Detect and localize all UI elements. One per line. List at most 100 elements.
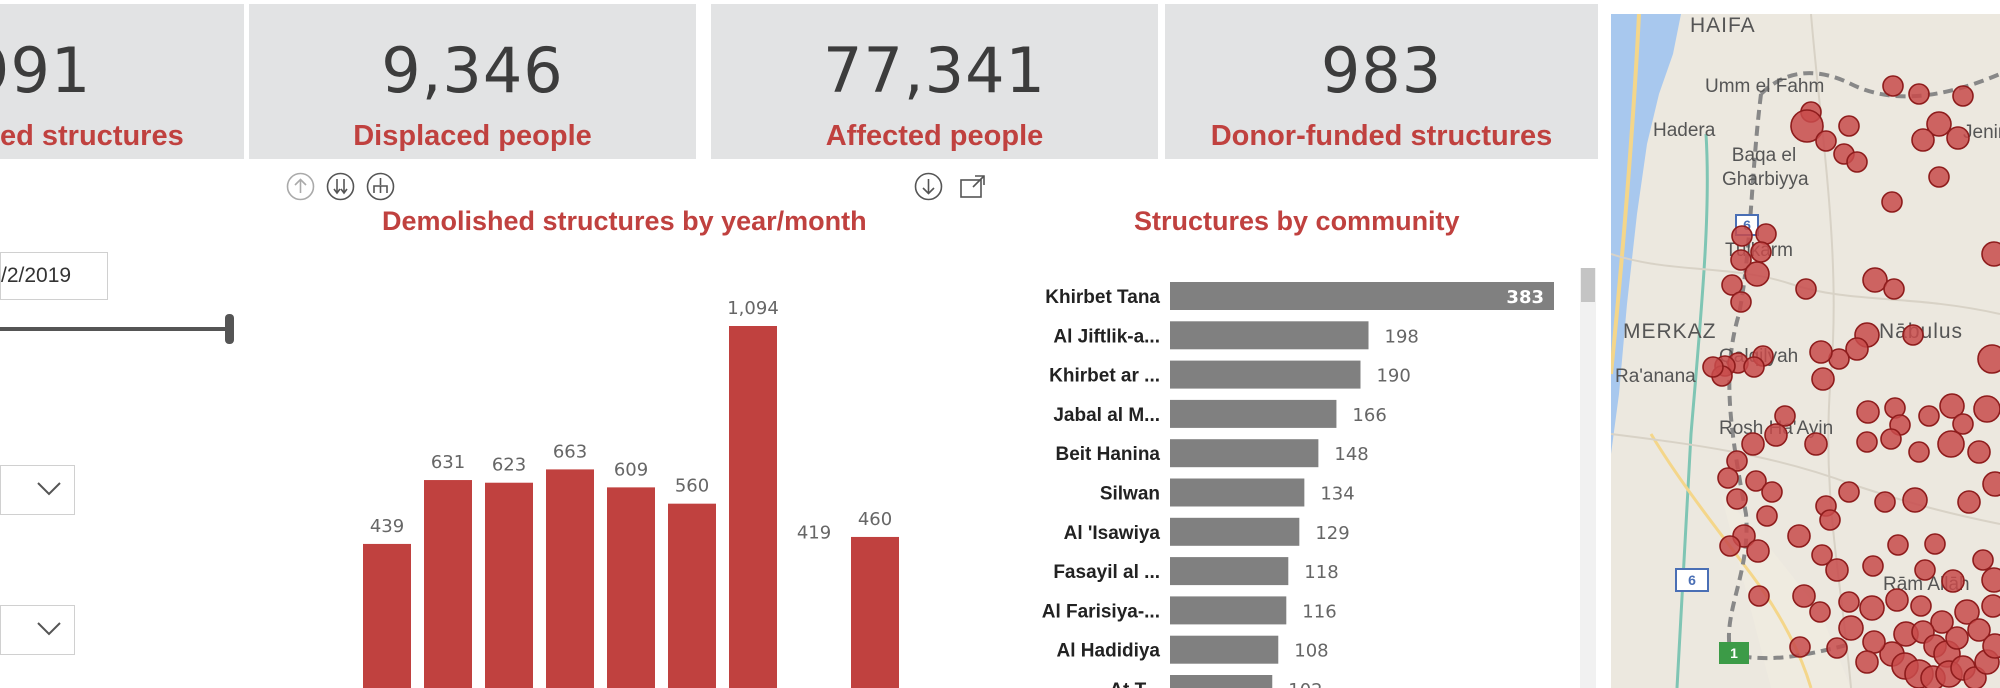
map-marker[interactable] xyxy=(1702,356,1724,378)
map-marker[interactable] xyxy=(1825,558,1849,582)
column-bar[interactable] xyxy=(363,543,411,688)
map-marker[interactable] xyxy=(1954,599,1980,625)
map-marker[interactable] xyxy=(1887,534,1909,556)
map-marker[interactable] xyxy=(1826,637,1848,659)
map-marker[interactable] xyxy=(1967,618,1991,642)
map-marker[interactable] xyxy=(1721,274,1743,296)
column-bar[interactable] xyxy=(851,536,899,688)
community-bar[interactable] xyxy=(1170,282,1554,310)
map-marker[interactable] xyxy=(1745,470,1767,492)
community-bar[interactable] xyxy=(1170,635,1279,664)
kpi-card-displaced-people[interactable]: 9,346 Displaced people xyxy=(249,4,696,159)
map-marker[interactable] xyxy=(1862,555,1884,577)
map-marker[interactable] xyxy=(1789,636,1811,658)
date-slider-handle[interactable] xyxy=(225,314,234,344)
column-bar[interactable] xyxy=(485,482,533,688)
map-marker[interactable] xyxy=(1838,481,1860,503)
community-bar[interactable] xyxy=(1170,557,1289,586)
map-marker[interactable] xyxy=(1967,440,1991,464)
map-marker[interactable] xyxy=(1838,115,1860,137)
kpi-card-demolished-structures[interactable]: 991 ed structures xyxy=(0,4,244,159)
expand-all-down-icon[interactable] xyxy=(326,172,355,201)
map-marker[interactable] xyxy=(1880,428,1902,450)
demolished-by-month-chart[interactable]: 439 631 623 663 609 560 1,094 419 460 xyxy=(270,260,950,688)
map-marker[interactable] xyxy=(1981,567,2000,593)
drill-hierarchy-icon[interactable] xyxy=(366,172,395,201)
slicer-dropdown-1[interactable] xyxy=(0,465,75,515)
map-marker[interactable] xyxy=(1926,111,1952,137)
map-marker[interactable] xyxy=(1939,393,1965,419)
map-marker[interactable] xyxy=(1809,601,1831,623)
map-marker[interactable] xyxy=(1883,278,1905,300)
column-bar[interactable] xyxy=(790,550,838,688)
map-marker[interactable] xyxy=(1855,650,1879,674)
map-marker[interactable] xyxy=(1804,432,1828,456)
map-marker[interactable] xyxy=(1809,340,1833,364)
column-bar[interactable] xyxy=(729,326,777,688)
community-bar[interactable] xyxy=(1170,675,1273,688)
map-marker[interactable] xyxy=(1719,535,1741,557)
map-marker[interactable] xyxy=(1811,544,1833,566)
map-marker[interactable] xyxy=(1952,85,1974,107)
drill-up-icon[interactable] xyxy=(286,172,315,201)
map-marker[interactable] xyxy=(1750,241,1772,263)
community-bar[interactable] xyxy=(1170,517,1300,546)
community-bar[interactable] xyxy=(1170,360,1361,389)
map-view[interactable]: 6 6 1 HAIFA Umm el Fahm Hadera Baqa el G… xyxy=(1611,14,2000,688)
map-marker[interactable] xyxy=(1746,539,1770,563)
map-marker[interactable] xyxy=(1755,223,1777,245)
map-marker[interactable] xyxy=(1902,487,1928,513)
map-marker[interactable] xyxy=(1790,109,1824,143)
map-marker[interactable] xyxy=(1838,591,1860,613)
map-marker[interactable] xyxy=(1981,594,2000,618)
map-marker[interactable] xyxy=(1845,337,1869,361)
map-marker[interactable] xyxy=(1902,324,1924,346)
drill-down-icon[interactable] xyxy=(914,172,943,201)
community-bar[interactable] xyxy=(1170,439,1319,468)
map-marker[interactable] xyxy=(1973,395,2000,423)
map-marker[interactable] xyxy=(1941,569,1965,593)
map-marker[interactable] xyxy=(1743,356,1765,378)
map-marker[interactable] xyxy=(1764,423,1788,447)
slicer-dropdown-2[interactable] xyxy=(0,605,75,655)
map-marker[interactable] xyxy=(1744,261,1770,287)
map-marker[interactable] xyxy=(1930,610,1954,634)
map-marker[interactable] xyxy=(1862,267,1888,293)
bar-chart-scroll-thumb[interactable] xyxy=(1581,268,1595,302)
map-marker[interactable] xyxy=(1885,588,1909,612)
map-marker[interactable] xyxy=(1846,151,1868,173)
map-marker[interactable] xyxy=(1982,471,2000,497)
column-bar[interactable] xyxy=(546,469,594,688)
map-marker[interactable] xyxy=(1838,615,1864,641)
map-marker[interactable] xyxy=(1918,405,1940,427)
map-marker[interactable] xyxy=(1730,249,1752,271)
map-marker[interactable] xyxy=(1726,450,1748,472)
map-marker[interactable] xyxy=(1881,191,1903,213)
map-marker[interactable] xyxy=(1787,524,1811,548)
map-marker[interactable] xyxy=(1795,278,1817,300)
map-marker[interactable] xyxy=(1928,166,1950,188)
map-marker[interactable] xyxy=(1731,225,1753,247)
map-marker[interactable] xyxy=(1957,490,1981,514)
map-marker[interactable] xyxy=(1911,128,1935,152)
map-marker[interactable] xyxy=(1756,505,1778,527)
column-bar[interactable] xyxy=(668,503,716,688)
map-marker[interactable] xyxy=(1908,83,1930,105)
map-marker[interactable] xyxy=(1945,626,1969,650)
map-marker[interactable] xyxy=(1819,509,1841,531)
kpi-card-donor-funded-structures[interactable]: 983 Donor-funded structures xyxy=(1165,4,1598,159)
map-marker[interactable] xyxy=(1856,400,1880,424)
map-marker[interactable] xyxy=(1726,488,1748,510)
map-marker[interactable] xyxy=(1792,584,1816,608)
map-marker[interactable] xyxy=(1910,595,1932,617)
map-marker[interactable] xyxy=(1874,491,1896,513)
map-marker[interactable] xyxy=(1811,367,1835,391)
map-marker[interactable] xyxy=(1741,432,1765,456)
map-marker[interactable] xyxy=(1748,585,1770,607)
date-slider-track[interactable] xyxy=(0,327,232,331)
community-bar[interactable] xyxy=(1170,478,1305,507)
map-marker[interactable] xyxy=(1982,633,2000,659)
structures-by-community-chart[interactable]: Khirbet Tana 383 Al Jiftlik-a... 198 Khirbet… xyxy=(990,270,1590,688)
date-range-end-input[interactable]: /2/2019 xyxy=(0,252,108,300)
focus-mode-icon[interactable] xyxy=(958,172,987,201)
